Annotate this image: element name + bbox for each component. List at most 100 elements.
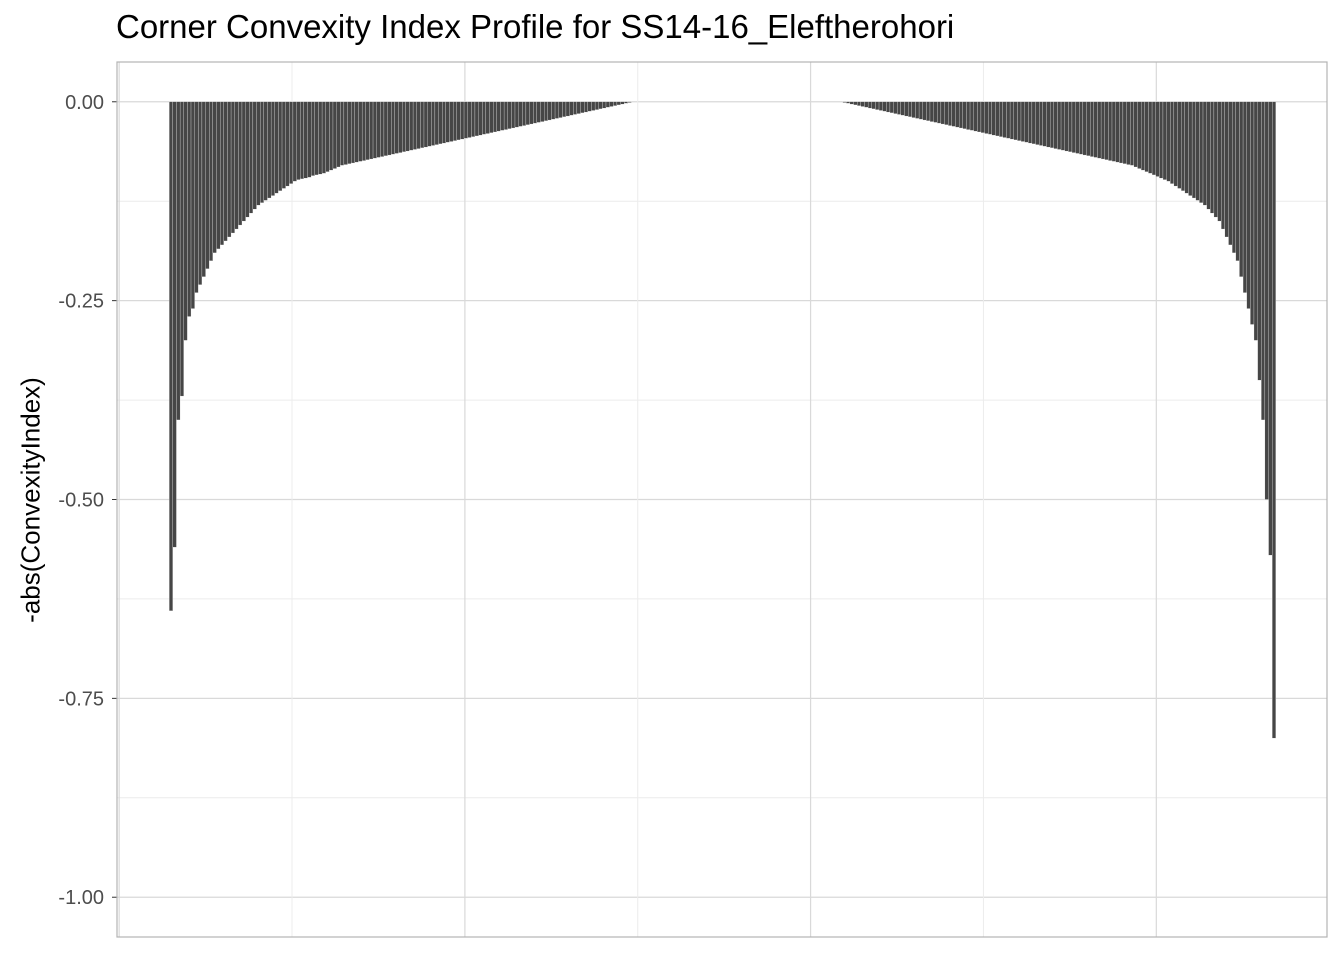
bar xyxy=(1006,101,1011,139)
y-tick-labels: 0.00 -0.25 -0.50 -0.75 -1.00 xyxy=(58,92,117,909)
bar xyxy=(274,101,279,194)
bar xyxy=(1119,101,1124,164)
bar xyxy=(1079,101,1084,155)
bar xyxy=(245,101,250,218)
bar xyxy=(474,101,479,137)
bar xyxy=(351,101,355,164)
bar xyxy=(405,101,410,152)
bar xyxy=(616,101,621,106)
bar xyxy=(292,101,297,182)
bar xyxy=(234,101,239,230)
bar xyxy=(529,101,534,125)
bar xyxy=(624,101,628,104)
bar xyxy=(1111,101,1116,162)
bar xyxy=(452,101,457,141)
bar xyxy=(1159,101,1164,179)
bar xyxy=(220,101,224,246)
bar xyxy=(482,101,487,135)
bar xyxy=(1039,101,1043,146)
bar xyxy=(183,101,188,341)
bar xyxy=(871,101,876,110)
bar xyxy=(933,101,938,123)
bar xyxy=(358,101,363,162)
bar xyxy=(522,101,527,126)
bar xyxy=(573,101,578,115)
bar xyxy=(1108,101,1113,161)
bar xyxy=(471,101,476,137)
bar xyxy=(1272,101,1276,739)
bar xyxy=(547,101,552,121)
bar xyxy=(1126,101,1131,165)
bar xyxy=(376,101,381,158)
bar xyxy=(1221,101,1225,230)
bar xyxy=(1177,101,1182,189)
bar xyxy=(948,101,952,126)
bar xyxy=(1268,101,1273,556)
bar xyxy=(893,101,898,114)
bar xyxy=(460,101,465,140)
bar xyxy=(514,101,519,128)
bar xyxy=(988,101,993,135)
bar xyxy=(365,101,370,160)
bar xyxy=(347,101,352,164)
bar xyxy=(1162,101,1167,180)
bar xyxy=(252,101,257,210)
bar xyxy=(1210,101,1215,214)
bar xyxy=(500,101,505,131)
bar xyxy=(1253,101,1258,341)
bar xyxy=(427,101,432,147)
bar xyxy=(882,101,887,112)
bar xyxy=(493,101,497,133)
bar xyxy=(966,101,971,130)
bar xyxy=(198,101,203,285)
bar xyxy=(1261,101,1266,421)
bar xyxy=(857,101,861,106)
bar xyxy=(511,101,516,129)
bar xyxy=(1250,101,1255,325)
bar xyxy=(442,101,446,144)
bar xyxy=(241,101,246,222)
bar xyxy=(303,101,308,179)
bar xyxy=(507,101,512,129)
bar xyxy=(1173,101,1178,187)
bar xyxy=(562,101,567,118)
bar xyxy=(216,101,221,250)
bar xyxy=(1239,101,1244,277)
bar xyxy=(281,101,286,189)
bar xyxy=(402,101,406,153)
bar xyxy=(1122,101,1127,164)
bar xyxy=(318,101,323,175)
bar xyxy=(1264,101,1269,500)
bar xyxy=(889,101,894,114)
bar xyxy=(1217,101,1222,222)
bar xyxy=(569,101,574,116)
y-tick-label: 0.00 xyxy=(65,92,104,114)
bar xyxy=(1191,101,1196,199)
bar xyxy=(369,101,374,160)
bar xyxy=(179,101,184,397)
bar xyxy=(278,101,283,191)
bar xyxy=(951,101,956,127)
bar xyxy=(962,101,967,129)
bar xyxy=(230,101,235,234)
bar xyxy=(1115,101,1120,163)
bar xyxy=(249,101,254,214)
bar xyxy=(1013,101,1018,141)
bar xyxy=(343,101,348,165)
bar xyxy=(332,101,337,169)
bar xyxy=(380,101,385,157)
bar xyxy=(973,101,978,132)
bar xyxy=(420,101,425,149)
bar xyxy=(860,101,865,107)
bar xyxy=(478,101,483,136)
bar xyxy=(584,101,588,113)
bar xyxy=(194,101,199,293)
bar xyxy=(1068,101,1073,153)
bar xyxy=(918,101,923,120)
bar xyxy=(1188,101,1193,196)
bar xyxy=(1228,101,1233,246)
bar xyxy=(325,101,330,172)
bar xyxy=(1071,101,1076,153)
bar xyxy=(496,101,501,132)
